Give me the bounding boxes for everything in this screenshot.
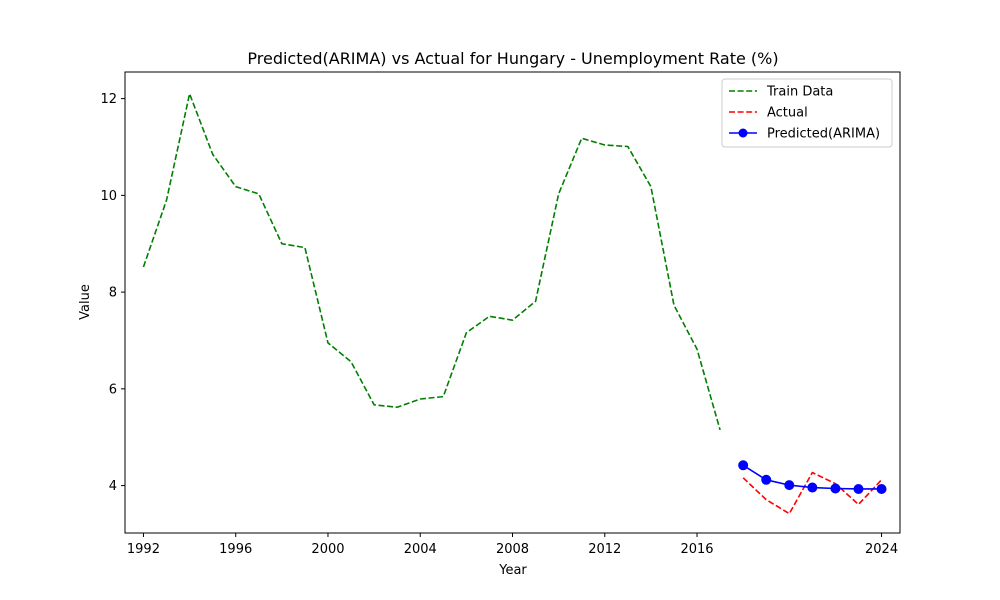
series-point <box>853 483 864 494</box>
legend-label: Actual <box>767 106 808 121</box>
y-axis-title: Value <box>78 284 93 320</box>
legend-marker <box>738 128 748 138</box>
x-tick-label: 1992 <box>127 542 160 557</box>
y-tick-label: 8 <box>109 286 117 301</box>
series-point <box>738 460 749 471</box>
series-point <box>830 483 841 494</box>
y-tick-label: 12 <box>100 92 117 107</box>
chart-title: Predicted(ARIMA) vs Actual for Hungary -… <box>247 49 778 68</box>
x-tick-label: 2000 <box>311 542 344 557</box>
x-axis: 1992 1996 2000 2004 2008 2012 2016 2024 <box>127 533 898 557</box>
y-axis: 4 6 8 10 12 <box>100 92 125 494</box>
x-tick-label: 1996 <box>219 542 252 557</box>
legend-box <box>721 78 893 148</box>
legend-label: Train Data <box>766 85 833 100</box>
y-tick-label: 10 <box>100 189 117 204</box>
series-point <box>876 483 887 494</box>
legend: Train Data Actual Predicted(ARIMA) <box>721 78 893 148</box>
x-tick-label: 2024 <box>865 542 898 557</box>
x-tick-label: 2004 <box>404 542 437 557</box>
plot-series <box>142 92 887 515</box>
y-tick-label: 6 <box>109 382 117 397</box>
series-point <box>761 474 772 485</box>
series-line-1 <box>742 471 883 515</box>
series-point <box>784 480 795 491</box>
series-point <box>807 482 818 493</box>
y-tick-label: 4 <box>109 479 117 494</box>
x-tick-label: 2016 <box>680 542 713 557</box>
x-axis-title: Year <box>498 563 527 578</box>
x-tick-label: 2012 <box>588 542 621 557</box>
legend-label: Predicted(ARIMA) <box>767 127 880 142</box>
x-tick-label: 2008 <box>496 542 529 557</box>
series-line-0 <box>142 92 721 431</box>
